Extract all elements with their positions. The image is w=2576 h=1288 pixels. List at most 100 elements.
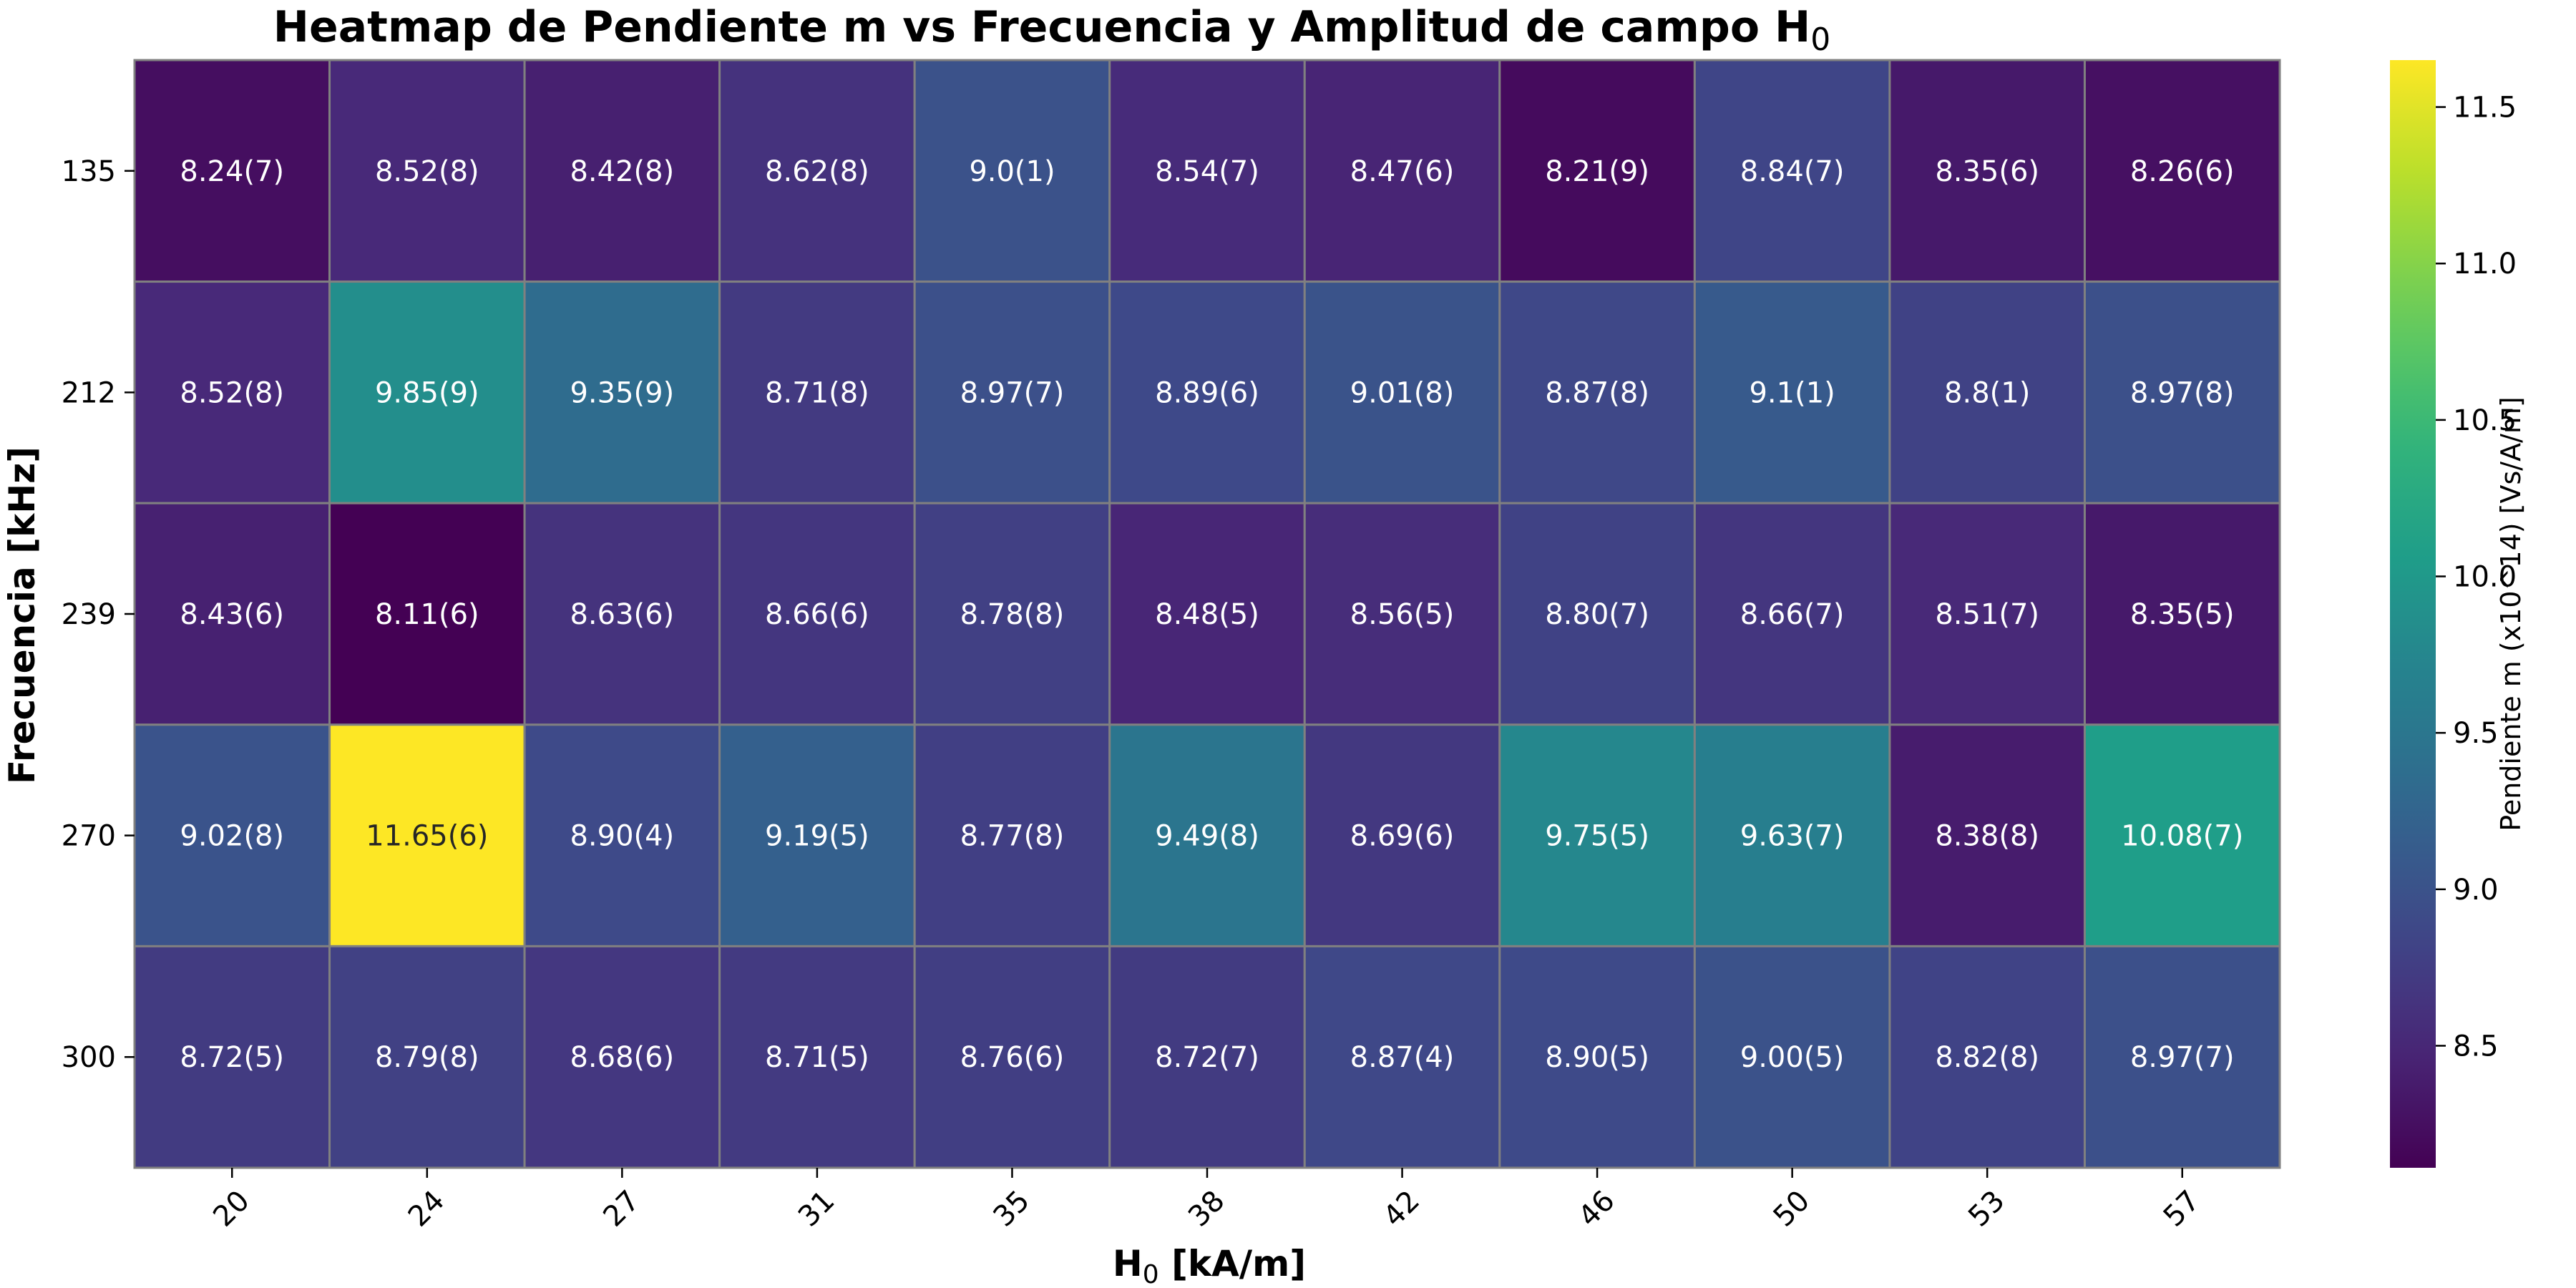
cell-value-label: 8.82(8) — [1935, 1041, 2039, 1074]
heatmap-cell — [1693, 280, 1891, 504]
heatmap-cell — [1888, 280, 2086, 504]
heatmap-cell — [1888, 945, 2086, 1169]
cell-value-label: 8.11(6) — [375, 598, 479, 631]
heatmap-cells — [133, 59, 2281, 1169]
colorbar-tick-label: 10.0 — [2453, 561, 2517, 594]
heatmap-cell — [1303, 723, 1501, 947]
heatmap-cell — [523, 723, 721, 947]
cell-value-label: 8.8(1) — [1944, 376, 2030, 409]
cell-value-label: 8.48(5) — [1155, 598, 1259, 631]
cell-value-label: 8.52(8) — [180, 376, 284, 409]
colorbar-tick-label: 11.5 — [2453, 92, 2517, 125]
x-tick-label: 42 — [1377, 1184, 1427, 1234]
heatmap-cell — [328, 59, 526, 283]
heatmap-cell — [1693, 502, 1891, 726]
cell-value-label: 8.84(7) — [1740, 155, 1845, 188]
chart-title: Heatmap de Pendiente m vs Frecuencia y A… — [273, 2, 1830, 58]
cell-value-label: 8.38(8) — [1935, 820, 2039, 853]
heatmap-cell — [523, 502, 721, 726]
cell-value-label: 8.72(7) — [1155, 1041, 1259, 1074]
colorbar-ticks: 8.5 9.0 9.5 10.0 10.5 11.0 11.5 — [2436, 92, 2517, 1063]
heatmap-cell — [1108, 945, 1306, 1169]
cell-value-label: 8.62(8) — [765, 155, 869, 188]
colorbar-tick-label: 9.5 — [2453, 717, 2499, 750]
heatmap-cell — [1108, 723, 1306, 947]
colorbar-tick-label: 9.0 — [2453, 874, 2499, 907]
cell-value-label: 8.97(7) — [2130, 1041, 2235, 1074]
cell-value-label: 8.76(6) — [960, 1041, 1065, 1074]
cell-value-label: 8.89(6) — [1155, 376, 1259, 409]
cell-value-label: 8.42(8) — [570, 155, 674, 188]
cell-value-label: 8.97(7) — [960, 376, 1065, 409]
heatmap-cell — [1108, 59, 1306, 283]
colorbar-label: Pendiente m (x10^14) [Vs/A/m] — [2495, 396, 2527, 831]
x-axis-ticks: 20 24 27 31 35 38 42 46 50 53 57 — [207, 1168, 2206, 1234]
cell-value-label: 8.68(6) — [570, 1041, 674, 1074]
cell-value-label: 8.47(6) — [1350, 155, 1455, 188]
heatmap-cell — [2083, 945, 2281, 1169]
cell-value-label: 8.71(5) — [765, 1041, 869, 1074]
cell-value-label: 9.0(1) — [969, 155, 1055, 188]
cell-value-label: 8.35(6) — [1935, 155, 2039, 188]
heatmap-cell — [523, 59, 721, 283]
cell-value-label: 9.35(9) — [570, 376, 674, 409]
heatmap-cell — [133, 59, 331, 283]
cell-value-label: 9.75(5) — [1545, 820, 1649, 853]
x-tick-label: 35 — [987, 1184, 1036, 1234]
cell-value-label: 8.66(7) — [1740, 598, 1845, 631]
y-tick-label: 270 — [62, 820, 116, 853]
x-tick-label: 57 — [2157, 1184, 2207, 1234]
y-tick-label: 212 — [62, 376, 116, 409]
heatmap-cell — [913, 945, 1111, 1169]
cell-value-label: 9.00(5) — [1740, 1041, 1845, 1074]
heatmap-cell — [1693, 723, 1891, 947]
x-tick-label: 53 — [1962, 1184, 2011, 1234]
heatmap-cell — [718, 280, 916, 504]
cell-value-label: 8.77(8) — [960, 820, 1065, 853]
cell-value-label: 8.79(8) — [375, 1041, 479, 1074]
heatmap-cell — [718, 59, 916, 283]
heatmap-cell — [2083, 280, 2281, 504]
heatmap-cell — [718, 945, 916, 1169]
y-axis-label: Frecuencia [kHz] — [1, 447, 43, 784]
colorbar-tick-label: 11.0 — [2453, 248, 2517, 280]
heatmap-cell — [523, 945, 721, 1169]
heatmap-cell — [133, 280, 331, 504]
cell-value-label: 9.01(8) — [1350, 376, 1455, 409]
heatmap-cell — [913, 723, 1111, 947]
heatmap-cell — [1303, 945, 1501, 1169]
cell-value-label: 8.51(7) — [1935, 598, 2039, 631]
heatmap-cell — [328, 280, 526, 504]
cell-value-label: 8.87(4) — [1350, 1041, 1455, 1074]
x-tick-label: 38 — [1182, 1184, 1231, 1234]
x-tick-label: 27 — [597, 1184, 646, 1234]
cell-value-label: 8.80(7) — [1545, 598, 1649, 631]
heatmap-cell — [133, 945, 331, 1169]
cell-value-label: 8.52(8) — [375, 155, 479, 188]
y-tick-label: 300 — [62, 1041, 116, 1074]
cell-value-label: 11.65(6) — [366, 820, 488, 853]
colorbar-tick-label: 8.5 — [2453, 1030, 2499, 1063]
cell-value-label: 8.43(6) — [180, 598, 284, 631]
heatmap-cell — [328, 723, 526, 947]
heatmap-cell — [133, 502, 331, 726]
colorbar: 8.5 9.0 9.5 10.0 10.5 11.0 11.5 Pendiente m (x… — [2390, 60, 2527, 1168]
cell-value-label: 8.72(5) — [180, 1041, 284, 1074]
cell-value-label: 8.78(8) — [960, 598, 1065, 631]
cell-value-label: 8.90(5) — [1545, 1041, 1649, 1074]
cell-value-label: 8.87(8) — [1545, 376, 1649, 409]
colorbar-tick-label: 10.5 — [2453, 404, 2517, 437]
heatmap-cell — [1303, 502, 1501, 726]
heatmap-cell — [2083, 59, 2281, 283]
heatmap-cell — [2083, 502, 2281, 726]
x-tick-label: 20 — [207, 1184, 256, 1234]
cell-value-label: 8.69(6) — [1350, 820, 1455, 853]
heatmap-cell — [1888, 59, 2086, 283]
y-tick-label: 135 — [62, 155, 116, 188]
x-tick-label: 50 — [1767, 1184, 1817, 1234]
x-axis-label: H0 [kA/m] — [1113, 1243, 1306, 1288]
cell-value-label: 8.90(4) — [570, 820, 674, 853]
cell-value-label: 8.97(8) — [2130, 376, 2235, 409]
